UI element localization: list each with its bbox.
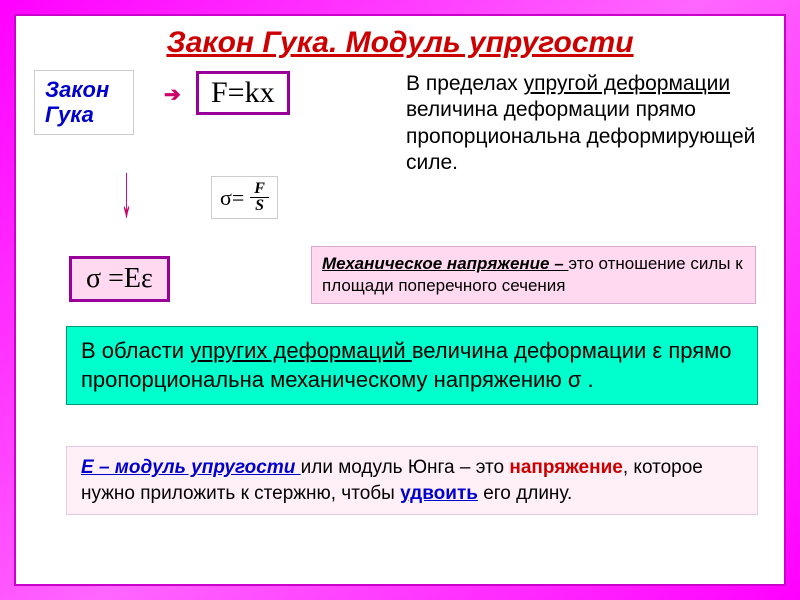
youngs-mid1: или модуль Юнга – это (301, 457, 510, 478)
hooke-line2: Гука (45, 102, 94, 127)
desc-pre: В пределах (406, 72, 524, 95)
slide-title: Закон Гука. Модуль упругости (34, 26, 766, 60)
arrow-down-icon: ↓ (121, 146, 132, 237)
green-pre: В области (81, 338, 190, 363)
hooke-line1: Закон (45, 77, 109, 102)
youngs-e-label: Е – модуль упругости (81, 457, 301, 478)
elastic-region-statement: В области упругих деформаций величина де… (66, 326, 758, 405)
youngs-modulus-definition: Е – модуль упругости или модуль Юнга – э… (66, 446, 758, 515)
frac-numerator: F (250, 181, 269, 198)
sigma-eq: σ= (220, 185, 244, 211)
youngs-double-word: удвоить (400, 483, 478, 504)
formula-f-equals-kx: F=kx (196, 71, 290, 115)
arrow-right-icon: ➔ (164, 82, 181, 107)
mech-stress-term: Механическое напряжение – (322, 254, 568, 273)
slide-frame: Закон Гука. Модуль упругости Закон Гука … (14, 14, 786, 586)
formula-sigma-f-over-s: σ= F S (211, 176, 278, 219)
elastic-deformation-desc: В пределах упругой деформации величина д… (406, 71, 756, 176)
green-underline: упругих деформаций (190, 338, 412, 363)
frac-denominator: S (251, 198, 268, 214)
desc-post: величина деформации прямо пропорциональн… (406, 98, 755, 174)
desc-underline: упругой деформации (524, 72, 730, 95)
fraction-f-s: F S (250, 181, 269, 214)
mechanical-stress-definition: Механическое напряжение – это отношение … (311, 246, 756, 304)
formula-sigma-e-epsilon: σ =Eε (69, 256, 170, 302)
hooke-law-label: Закон Гука (34, 70, 134, 135)
youngs-end: его длину. (478, 483, 572, 504)
youngs-stress-word: напряжение (509, 457, 622, 478)
